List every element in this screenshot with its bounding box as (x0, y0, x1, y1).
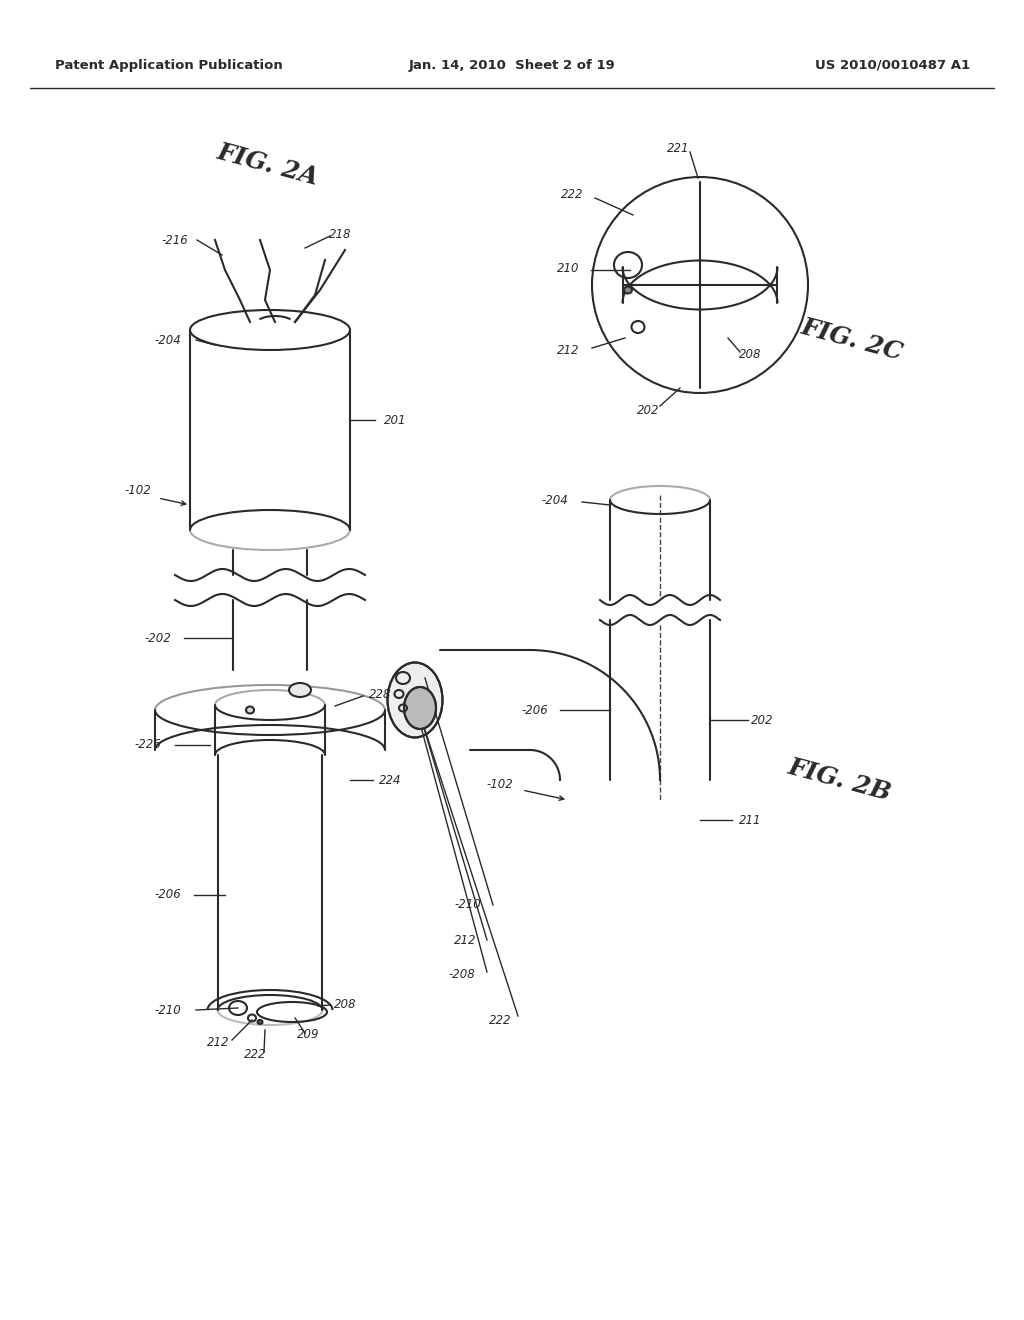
Text: 212: 212 (207, 1035, 229, 1048)
Text: 212: 212 (557, 343, 580, 356)
Text: FIG. 2B: FIG. 2B (785, 755, 894, 805)
Text: -210: -210 (155, 1003, 181, 1016)
Ellipse shape (289, 682, 311, 697)
Text: 208: 208 (334, 998, 356, 1011)
Ellipse shape (624, 286, 632, 293)
Ellipse shape (246, 706, 254, 714)
Text: -208: -208 (449, 969, 475, 982)
Text: -226: -226 (134, 738, 162, 751)
Text: -204: -204 (542, 494, 568, 507)
Text: Jan. 14, 2010  Sheet 2 of 19: Jan. 14, 2010 Sheet 2 of 19 (409, 58, 615, 71)
Text: 201: 201 (384, 413, 407, 426)
Text: -206: -206 (521, 704, 549, 717)
Text: 211: 211 (738, 813, 761, 826)
Ellipse shape (257, 1020, 262, 1024)
Ellipse shape (404, 686, 436, 729)
Text: 202: 202 (637, 404, 659, 417)
Text: 222: 222 (244, 1048, 266, 1061)
Text: -216: -216 (162, 234, 188, 247)
Text: FIG. 2A: FIG. 2A (215, 140, 322, 190)
Text: -102: -102 (125, 483, 152, 496)
Text: 222: 222 (561, 189, 584, 202)
Text: 208: 208 (738, 348, 761, 362)
Text: 218: 218 (329, 228, 351, 242)
Text: FIG. 2C: FIG. 2C (799, 314, 905, 366)
Text: 212: 212 (454, 933, 476, 946)
Text: 222: 222 (488, 1014, 511, 1027)
Text: -102: -102 (486, 779, 513, 792)
Text: Patent Application Publication: Patent Application Publication (55, 58, 283, 71)
Text: -202: -202 (144, 631, 171, 644)
Text: -204: -204 (155, 334, 181, 346)
Text: 228: 228 (369, 689, 391, 701)
Text: 202: 202 (751, 714, 773, 726)
Text: US 2010/0010487 A1: US 2010/0010487 A1 (815, 58, 970, 71)
Text: -206: -206 (155, 888, 181, 902)
Text: -210: -210 (455, 899, 481, 912)
Text: 209: 209 (297, 1028, 319, 1041)
Ellipse shape (387, 663, 442, 738)
Text: 221: 221 (667, 141, 689, 154)
Text: 224: 224 (379, 774, 401, 787)
Text: 210: 210 (557, 261, 580, 275)
